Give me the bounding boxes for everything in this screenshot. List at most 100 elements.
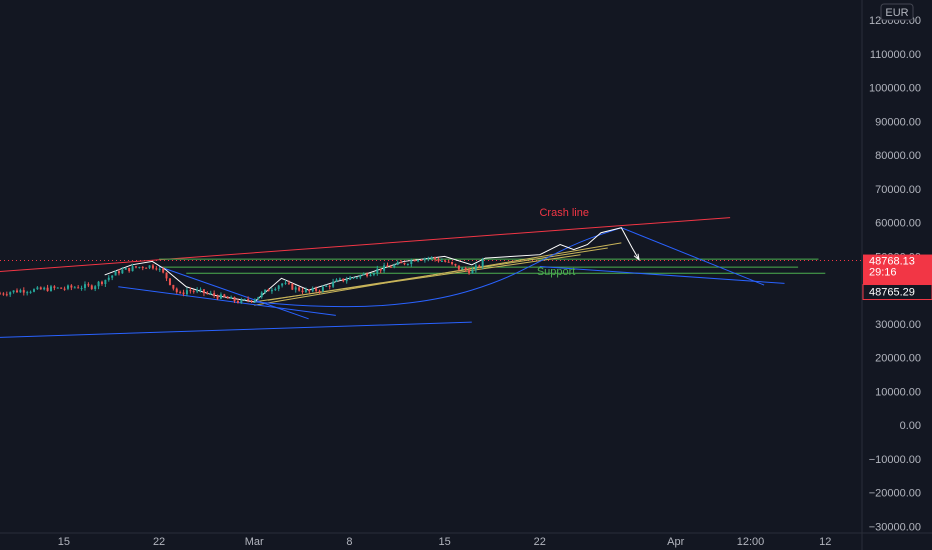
candle-body (461, 267, 464, 270)
candle-body (111, 275, 114, 278)
candle-body (53, 286, 56, 288)
time-axis-labels: 15 22 Mar 8 15 22 Apr 12:00 12 (58, 536, 832, 548)
candle-body (60, 287, 63, 289)
candle-body (87, 284, 90, 286)
candle-body (230, 297, 233, 299)
candle-body (447, 261, 450, 263)
candle-body (335, 279, 338, 282)
candle-body (389, 266, 392, 268)
candle-series (0, 256, 484, 304)
candle-body (342, 278, 345, 282)
candle-body (97, 281, 100, 287)
candle-body (457, 265, 460, 270)
drawing-tools-layer (0, 217, 862, 338)
candle-body (318, 290, 321, 292)
crash-trend-line[interactable] (0, 217, 731, 273)
candle-body (29, 291, 32, 293)
blue-trend-line[interactable] (621, 227, 765, 286)
candle-body (440, 260, 443, 262)
yellow-trend-line[interactable] (267, 247, 608, 301)
blue-trend-line[interactable] (118, 286, 336, 316)
candle-body (114, 271, 117, 276)
candle-body (162, 268, 165, 273)
candle-body (301, 290, 304, 293)
candle-body (145, 267, 148, 269)
support-label: Support (537, 266, 576, 278)
candle-body (5, 294, 8, 296)
candle-body (73, 287, 76, 289)
candle-body (226, 296, 229, 299)
candle-body (236, 301, 239, 303)
candle-body (277, 285, 280, 289)
price-tick-label: 70000.00 (875, 184, 921, 196)
candle-body (444, 260, 447, 262)
candle-body (369, 274, 372, 277)
candle-body (400, 262, 403, 264)
candle-body (199, 289, 202, 291)
candle-body (325, 285, 328, 287)
candle-body (454, 263, 457, 266)
candle-body (192, 290, 195, 292)
candle-body (376, 268, 379, 274)
price-tick-label: 20000.00 (875, 353, 921, 365)
candle-body (94, 286, 97, 289)
candle-body (321, 286, 324, 292)
candle-body (165, 272, 168, 279)
blue-curve-line[interactable] (254, 227, 622, 308)
candle-body (474, 265, 477, 270)
candle-body (49, 286, 52, 292)
time-tick-label: 15 (58, 536, 70, 548)
price-tick-label: 0.00 (900, 420, 921, 432)
crash-line-label: Crash line (539, 207, 589, 219)
candle-body (189, 290, 192, 292)
candle-body (141, 266, 144, 268)
candle-body (213, 293, 216, 296)
candle-body (117, 271, 120, 274)
blue-trend-line[interactable] (158, 266, 309, 320)
candle-body (2, 293, 5, 295)
candle-body (298, 287, 301, 291)
price-tick-label: −10000.00 (869, 454, 921, 466)
candle-body (196, 289, 199, 292)
second-price-label: 48765.29 (869, 287, 915, 299)
last-price-label: 48768.13 (869, 256, 915, 268)
candle-body (315, 288, 318, 291)
candle-body (434, 257, 437, 260)
time-tick-label: 12:00 (737, 536, 765, 548)
candle-body (410, 260, 413, 265)
last-price-tag[interactable] (863, 254, 932, 285)
candle-body (349, 277, 352, 280)
candle-body (90, 285, 93, 289)
price-tick-label: 80000.00 (875, 150, 921, 162)
candle-body (138, 266, 141, 268)
candle-body (403, 262, 406, 265)
candle-body (70, 285, 73, 288)
blue-trend-line[interactable] (0, 321, 472, 338)
candle-body (107, 277, 110, 280)
candle-body (308, 289, 311, 292)
candle-body (451, 261, 454, 264)
second-price-tag[interactable] (862, 284, 932, 301)
candle-body (22, 290, 25, 293)
candle-body (413, 260, 416, 262)
price-tick-label: 60000.00 (875, 218, 921, 230)
candle-body (172, 284, 175, 289)
price-tick-label: 90000.00 (875, 116, 921, 128)
candle-body (270, 290, 273, 292)
candle-body (471, 269, 474, 274)
candle-body (481, 259, 484, 267)
candle-body (46, 287, 49, 292)
currency-badge[interactable]: EUR (880, 3, 914, 21)
candle-body (253, 299, 256, 302)
candle-body (240, 299, 243, 303)
annotations-layer: Crash line Support (537, 207, 589, 278)
candle-body (233, 297, 236, 302)
price-tick-label: 30000.00 (875, 319, 921, 331)
blue-trend-line[interactable] (539, 266, 785, 284)
candle-body (423, 258, 426, 261)
candle-body (158, 268, 161, 270)
candle-body (121, 269, 124, 274)
time-tick-label: 22 (153, 536, 165, 548)
